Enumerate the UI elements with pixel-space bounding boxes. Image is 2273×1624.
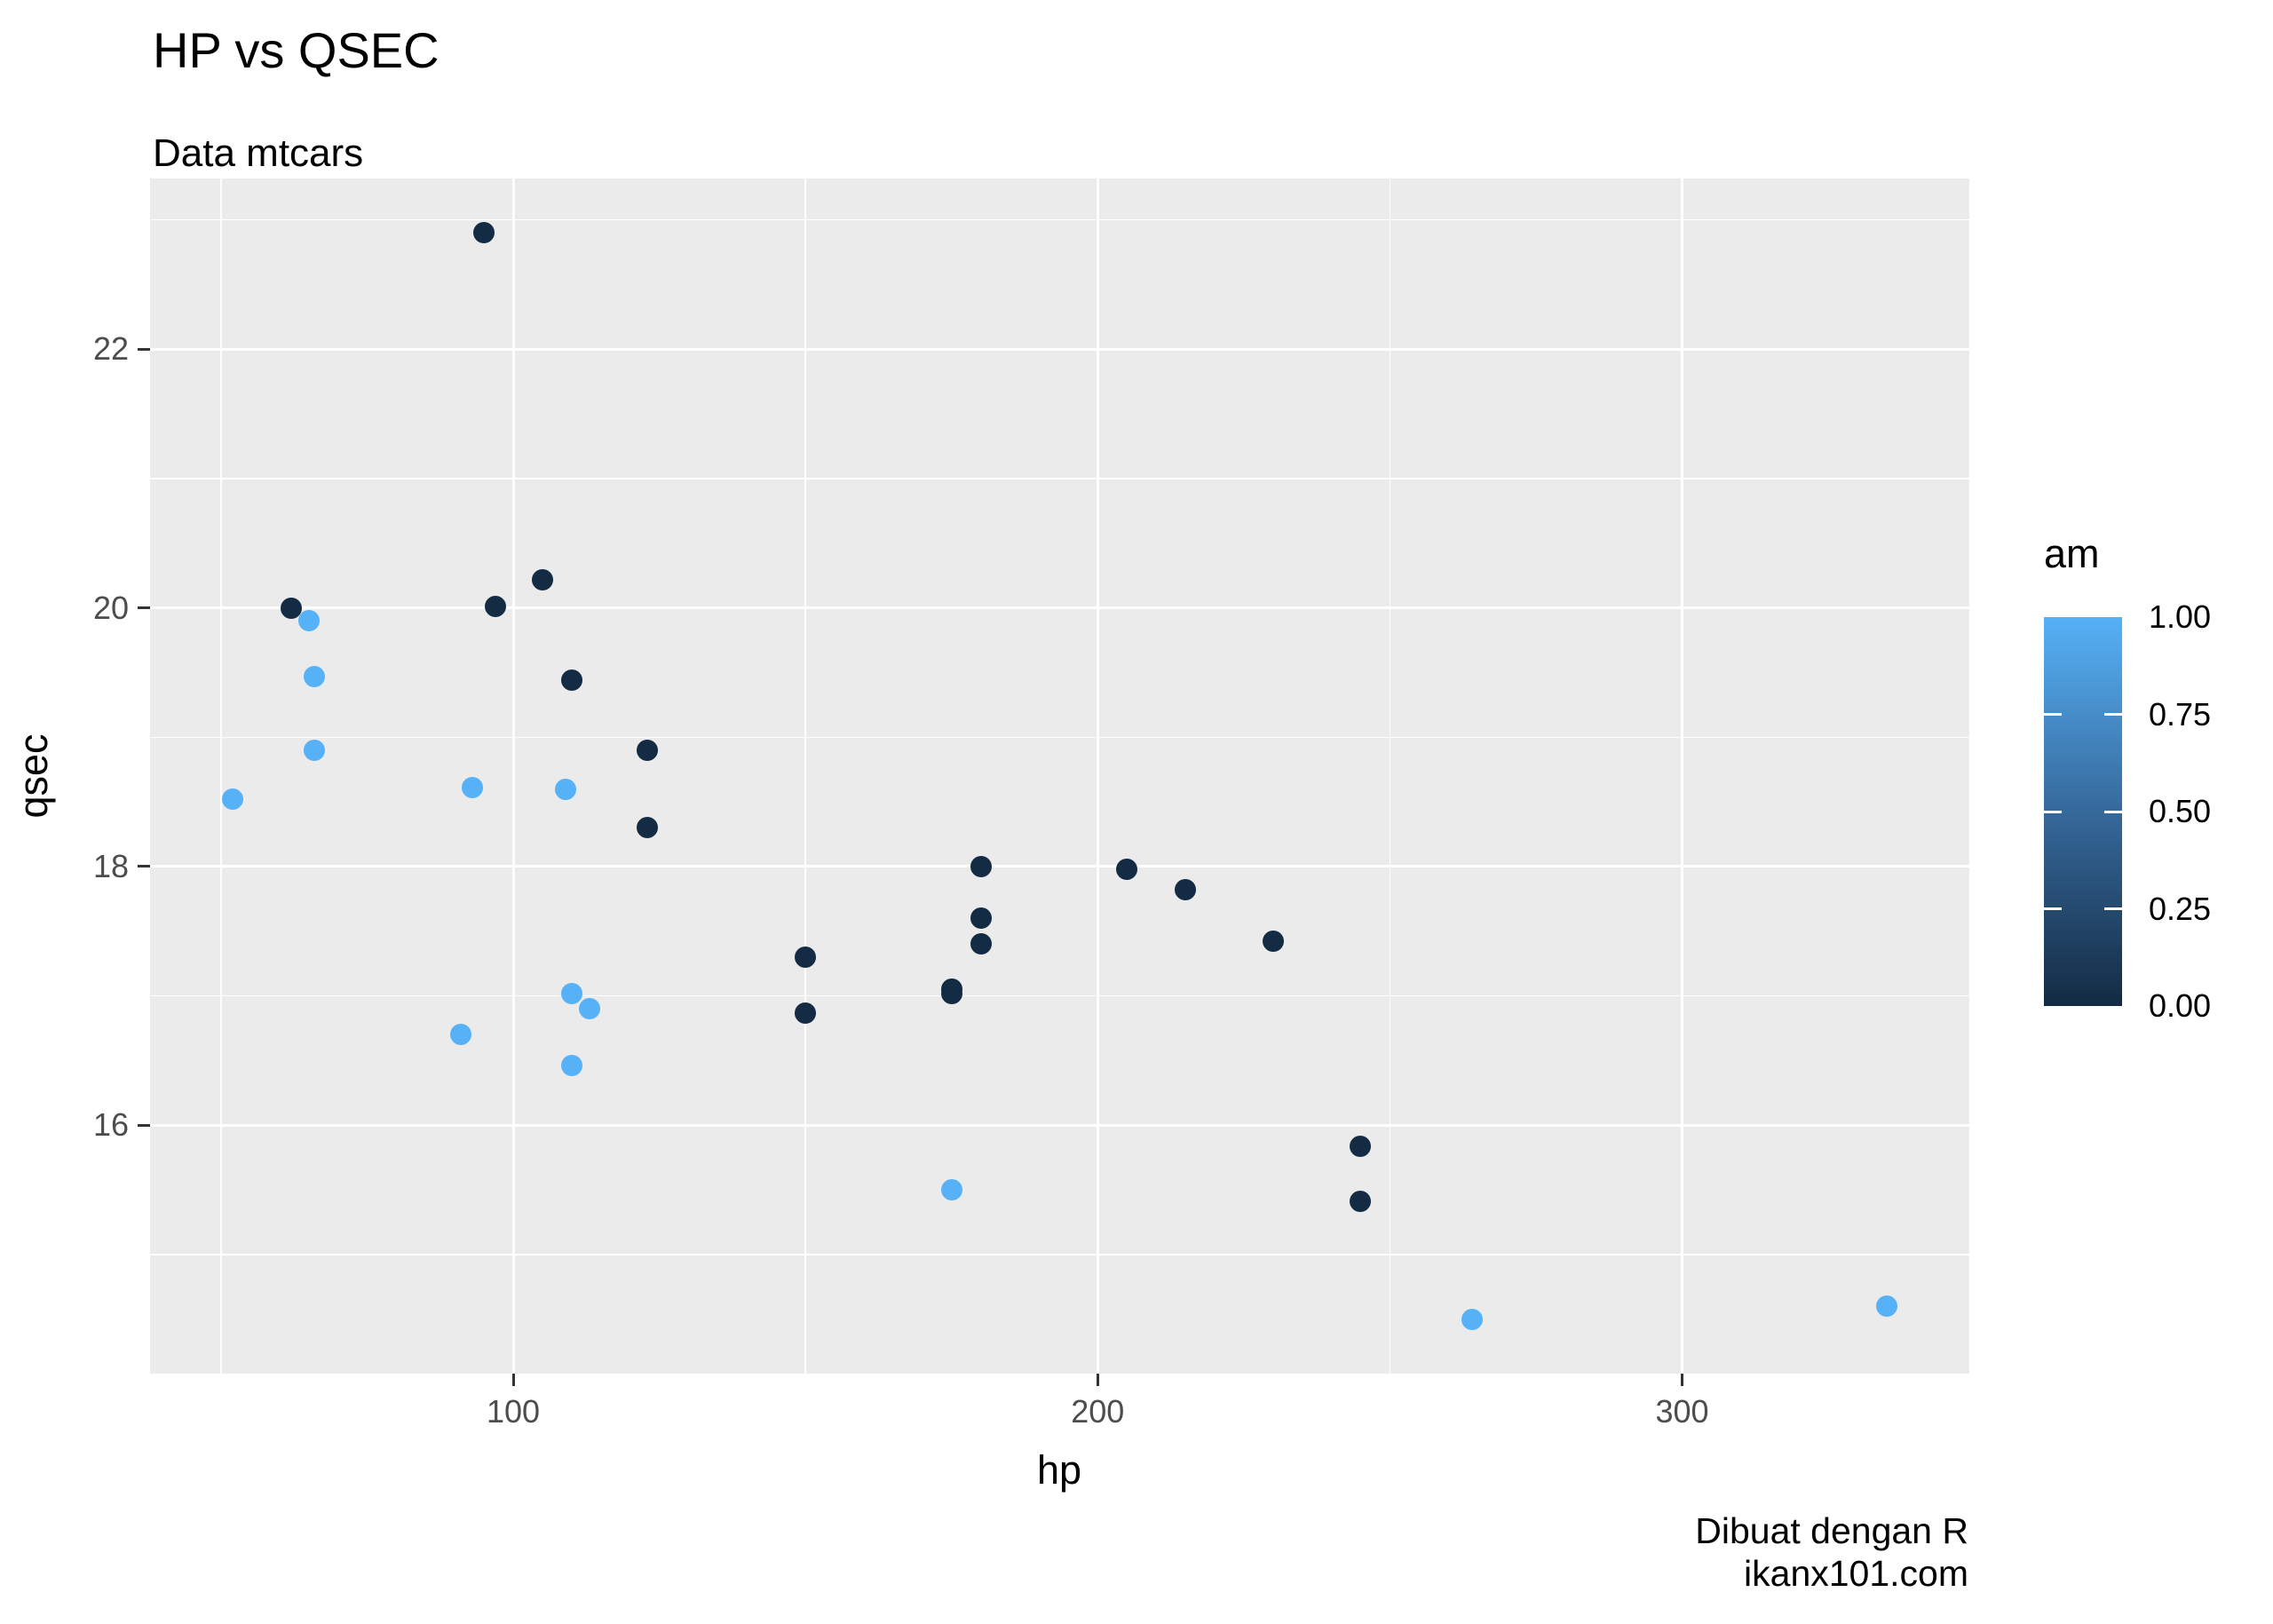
legend-label: 0.50 <box>2149 793 2212 829</box>
y-tick-label: 22 <box>92 330 129 368</box>
data-point <box>970 933 992 955</box>
y-major-gridline <box>150 1123 1969 1127</box>
x-major-gridline <box>1680 178 1683 1374</box>
legend-bar-tick-left <box>2044 810 2062 813</box>
x-axis-title: hp <box>1036 1447 1082 1493</box>
data-point <box>555 778 577 800</box>
data-point <box>970 907 992 930</box>
y-tick-mark <box>138 347 150 351</box>
x-tick-mark <box>1096 1374 1099 1386</box>
data-point <box>449 1024 471 1046</box>
plot-subtitle: Data mtcars <box>153 131 364 175</box>
y-tick-mark <box>138 865 150 868</box>
plot-title: HP vs QSEC <box>153 22 440 78</box>
legend-bar-tick-right <box>2104 810 2122 813</box>
data-point <box>578 998 600 1020</box>
data-point <box>1262 931 1284 953</box>
data-point <box>1875 1295 1897 1318</box>
legend-label: 0.00 <box>2149 987 2212 1024</box>
plot-panel <box>150 178 1969 1374</box>
legend-label: 1.00 <box>2149 598 2212 635</box>
y-minor-gridline <box>150 478 1969 479</box>
data-point <box>297 610 320 632</box>
x-tick-label: 100 <box>487 1393 541 1430</box>
y-minor-gridline <box>150 994 1969 997</box>
legend-label: 0.25 <box>2149 890 2212 927</box>
legend-label: 0.75 <box>2149 695 2212 733</box>
data-point <box>1116 858 1138 880</box>
y-tick-label: 16 <box>92 1106 129 1144</box>
x-minor-gridline <box>804 178 806 1374</box>
data-point <box>531 568 553 590</box>
y-major-gridline <box>150 606 1969 610</box>
data-point <box>970 855 992 877</box>
y-major-gridline <box>150 865 1969 868</box>
legend-title: am <box>2044 531 2100 576</box>
data-point <box>940 978 962 1001</box>
caption-line-1: Dibuat dengan R <box>1695 1510 1968 1551</box>
x-minor-gridline <box>220 178 222 1374</box>
y-minor-gridline <box>150 736 1969 739</box>
data-point <box>462 777 483 799</box>
legend-bar-tick-right <box>2104 713 2122 716</box>
y-axis-title: qsec <box>11 733 56 819</box>
y-minor-gridline <box>150 218 1969 221</box>
data-point <box>1350 1135 1372 1157</box>
x-minor-gridline <box>1389 178 1391 1374</box>
data-point <box>637 817 659 839</box>
data-point <box>1350 1191 1372 1213</box>
x-major-gridline <box>511 178 515 1374</box>
legend-bar-tick-right <box>2104 907 2122 910</box>
data-point <box>304 665 326 687</box>
data-point <box>637 739 659 761</box>
data-point <box>795 946 817 968</box>
caption-line-2: ikanx101.com <box>1744 1553 1968 1594</box>
data-point <box>222 788 244 811</box>
x-tick-mark <box>1680 1374 1683 1386</box>
y-tick-label: 20 <box>92 589 129 626</box>
data-point <box>1461 1308 1483 1330</box>
legend-colorbar <box>2044 617 2122 1006</box>
y-tick-label: 18 <box>92 847 129 884</box>
x-tick-label: 200 <box>1071 1393 1125 1430</box>
y-major-gridline <box>150 347 1969 351</box>
legend-bar-tick-left <box>2044 713 2062 716</box>
data-point <box>304 739 326 761</box>
y-tick-mark <box>138 1123 150 1127</box>
data-point <box>1175 879 1196 901</box>
x-tick-label: 300 <box>1655 1393 1709 1430</box>
legend-bar-tick-left <box>2044 907 2062 910</box>
plot-caption: Dibuat dengan R ikanx101.com <box>1695 1509 1968 1595</box>
data-point <box>560 982 582 1004</box>
y-tick-mark <box>138 606 150 610</box>
x-major-gridline <box>1096 178 1099 1374</box>
data-point <box>560 1055 582 1077</box>
x-tick-mark <box>511 1374 515 1386</box>
data-point <box>560 669 582 692</box>
data-point <box>280 597 302 619</box>
y-minor-gridline <box>150 1254 1969 1256</box>
data-point <box>485 596 507 618</box>
data-point <box>940 1179 962 1201</box>
data-point <box>473 222 495 244</box>
data-point <box>795 1002 817 1024</box>
